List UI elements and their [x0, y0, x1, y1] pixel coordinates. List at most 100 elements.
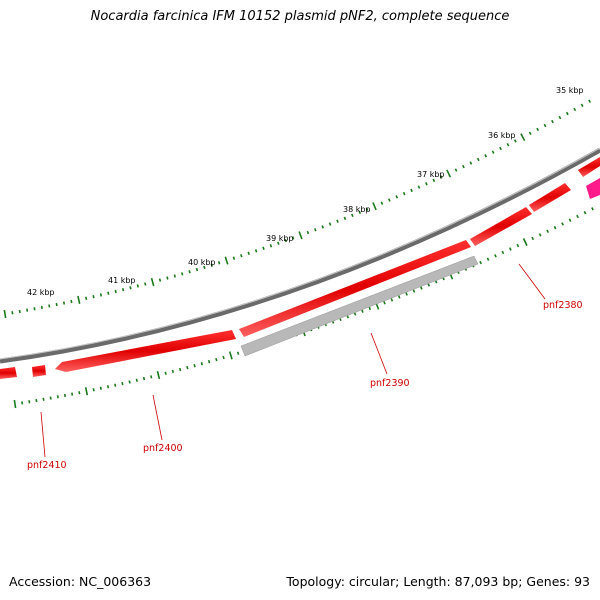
- gene-forward-left[interactable]: [0, 367, 17, 379]
- label-pnf2410[interactable]: pnf2410: [27, 460, 67, 471]
- inner-minor-tick: [121, 381, 124, 386]
- outer-minor-tick: [26, 308, 29, 312]
- outer-minor-tick: [114, 289, 117, 294]
- outer-minor-tick: [454, 168, 458, 172]
- outer-minor-tick: [203, 265, 206, 270]
- outer-minor-tick: [573, 107, 577, 112]
- gene-pnf2390[interactable]: [240, 255, 479, 357]
- inner-minor-tick: [353, 312, 357, 316]
- inner-minor-tick: [215, 357, 218, 362]
- outer-major-tick: [150, 277, 155, 287]
- outer-minor-tick: [469, 161, 473, 165]
- outer-minor-tick: [180, 272, 184, 276]
- inner-major-tick: [228, 351, 233, 360]
- outer-minor-tick: [40, 305, 43, 310]
- kbp-labels: 35 kbp 36 kbp 37 kbp 38 kbp 39 kbp 40 kbp 41 k…: [27, 86, 584, 297]
- kbp-label-42: 42 kbp: [27, 288, 55, 297]
- outer-minor-tick: [439, 175, 443, 179]
- inner-minor-tick: [397, 295, 401, 299]
- outer-minor-tick: [395, 195, 399, 199]
- inner-minor-tick: [412, 289, 416, 293]
- inner-minor-tick: [568, 218, 572, 222]
- outer-minor-tick: [558, 115, 562, 120]
- outer-minor-tick: [195, 267, 199, 272]
- inner-major-tick: [156, 370, 161, 380]
- outer-minor-tick: [92, 294, 95, 299]
- inner-minor-tick: [135, 378, 138, 382]
- label-pnf2380[interactable]: pnf2380: [543, 300, 583, 311]
- outer-minor-tick: [425, 182, 428, 186]
- inner-minor-tick: [583, 210, 587, 215]
- outer-minor-tick: [11, 311, 14, 315]
- outer-minor-tick: [210, 263, 213, 267]
- accession-text: Accession: NC_006363: [9, 574, 152, 589]
- outer-minor-tick: [588, 99, 592, 103]
- inner-major-tick: [13, 399, 17, 409]
- outer-minor-tick: [499, 146, 502, 151]
- inner-minor-tick: [42, 397, 45, 401]
- outer-major-tick: [298, 231, 303, 240]
- inner-minor-tick: [479, 260, 482, 265]
- leader-pnf2400: [152, 394, 163, 441]
- outer-minor-tick: [536, 127, 540, 132]
- outer-minor-tick: [513, 139, 517, 143]
- outer-minor-tick: [107, 291, 110, 295]
- outer-minor-tick: [551, 119, 554, 124]
- outer-minor-tick: [343, 216, 347, 220]
- inner-minor-tick: [186, 365, 189, 370]
- inner-minor-tick: [361, 309, 364, 313]
- outer-minor-tick: [85, 296, 88, 300]
- outer-minor-tick: [476, 157, 480, 162]
- outer-minor-tick: [432, 178, 436, 183]
- outer-minor-tick: [240, 254, 243, 258]
- gene-forward-a[interactable]: [470, 207, 532, 246]
- gene-forward-c[interactable]: [578, 157, 600, 177]
- label-pnf2400[interactable]: pnf2400: [143, 443, 183, 454]
- gene-forward-b[interactable]: [529, 183, 571, 212]
- outer-minor-tick: [232, 256, 236, 260]
- outer-minor-tick: [314, 228, 317, 232]
- outer-minor-tick: [217, 261, 221, 265]
- gene-pnf2410[interactable]: [32, 365, 46, 377]
- gene-other-pink[interactable]: [586, 178, 600, 199]
- kbp-label-40: 40 kbp: [188, 258, 216, 267]
- kbp-label-38: 38 kbp: [343, 205, 371, 214]
- outer-minor-tick: [306, 230, 310, 235]
- inner-minor-tick: [561, 222, 564, 226]
- inner-minor-tick: [508, 247, 512, 251]
- outer-minor-tick: [277, 241, 280, 245]
- outer-minor-tick: [462, 164, 465, 169]
- inner-minor-tick: [142, 376, 146, 381]
- outer-minor-tick: [484, 154, 488, 158]
- inner-minor-tick: [49, 396, 52, 400]
- inner-major-tick: [522, 238, 528, 246]
- label-pnf2390[interactable]: pnf2390: [370, 378, 410, 389]
- gene-labels: pnf2380 pnf2390 pnf2400 pnf2410: [27, 263, 583, 471]
- gene-pnf2400[interactable]: [55, 330, 236, 372]
- inner-minor-tick: [486, 257, 490, 261]
- inner-minor-tick: [516, 243, 520, 248]
- outer-minor-tick: [491, 150, 495, 154]
- outer-minor-tick: [18, 309, 21, 314]
- kbp-label-41: 41 kbp: [108, 276, 136, 285]
- inner-minor-tick: [420, 286, 423, 290]
- outer-minor-tick: [336, 219, 339, 223]
- outer-minor-tick: [388, 198, 391, 202]
- outer-minor-tick: [269, 244, 273, 248]
- outer-major-tick: [446, 169, 452, 178]
- kbp-label-39: 39 kbp: [266, 234, 294, 243]
- outer-minor-tick: [121, 287, 125, 292]
- inner-minor-tick: [546, 229, 549, 233]
- backbone-arc: [0, 147, 600, 364]
- inner-minor-tick: [494, 254, 497, 258]
- outer-minor-tick: [158, 278, 162, 282]
- outer-minor-tick: [291, 236, 295, 240]
- inner-minor-tick: [207, 359, 211, 364]
- inner-minor-tick: [63, 393, 67, 398]
- outer-minor-tick: [48, 304, 51, 308]
- inner-minor-tick: [531, 236, 535, 241]
- outer-minor-tick: [328, 222, 332, 226]
- inner-minor-tick: [114, 383, 117, 387]
- gene-pnf2380[interactable]: [239, 240, 471, 337]
- summary-text: Topology: circular; Length: 87,093 bp; G…: [286, 574, 590, 589]
